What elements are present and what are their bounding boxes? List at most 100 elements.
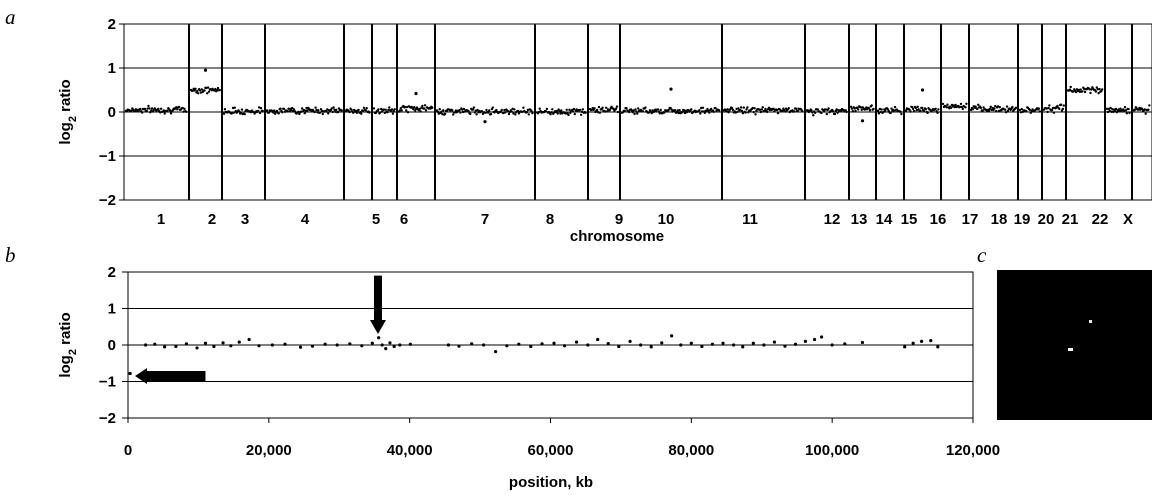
cn-point — [243, 112, 246, 116]
cn-point — [405, 109, 408, 112]
cn-point — [670, 108, 673, 111]
cn-point — [512, 112, 515, 115]
cn-point — [330, 107, 333, 110]
cn-point — [418, 107, 421, 111]
cn-point — [801, 110, 804, 113]
cn-point — [854, 109, 857, 113]
cn-point — [812, 114, 815, 117]
cn-point — [735, 107, 738, 111]
cn-point — [141, 111, 144, 114]
cn-point — [634, 108, 637, 111]
probe-point — [408, 342, 412, 346]
probe-point — [283, 342, 287, 346]
cn-point — [698, 109, 701, 112]
probe-point — [903, 345, 907, 349]
down-arrow — [369, 275, 386, 335]
cn-point — [327, 112, 330, 115]
cn-point — [151, 110, 155, 113]
cn-point — [181, 106, 184, 110]
cn-point — [290, 109, 293, 112]
cn-point — [676, 109, 679, 112]
cn-point — [391, 112, 395, 115]
cn-point — [487, 111, 490, 114]
cn-point — [1048, 104, 1051, 107]
cn-point — [946, 103, 949, 106]
cn-point — [469, 112, 472, 116]
cn-point — [1025, 110, 1028, 113]
cn-point — [419, 110, 422, 113]
cn-point — [475, 113, 478, 116]
cn-point — [150, 107, 154, 110]
cn-point — [1113, 109, 1117, 113]
cn-point — [631, 111, 634, 114]
cn-point — [1019, 111, 1023, 114]
probe-point — [348, 342, 352, 346]
cn-point — [1004, 111, 1008, 114]
cn-point — [441, 113, 444, 116]
probe-point — [751, 341, 755, 345]
cn-point — [1074, 90, 1078, 94]
cn-point — [265, 109, 269, 112]
cn-point — [317, 109, 320, 112]
cn-point — [1028, 108, 1032, 112]
cn-point — [272, 111, 275, 114]
probe-point — [247, 337, 251, 342]
cn-point — [734, 111, 737, 114]
cn-point — [934, 107, 937, 111]
cn-point — [909, 110, 912, 113]
y-tick-b: 2 — [108, 264, 116, 281]
cn-point — [139, 107, 142, 111]
chromosome-plot-y-title: log2 ratio — [57, 79, 79, 144]
probe-point — [392, 344, 396, 349]
cn-point — [952, 104, 955, 107]
cn-point — [332, 106, 335, 109]
x-tick-a: 20 — [1038, 211, 1055, 228]
cn-point — [348, 110, 351, 114]
cn-point — [824, 108, 828, 111]
cn-point — [740, 109, 744, 113]
cn-point — [767, 106, 771, 110]
cn-point — [166, 109, 169, 112]
cn-point — [555, 109, 558, 113]
cn-point — [961, 107, 964, 111]
cn-point — [315, 108, 318, 112]
cn-point — [976, 107, 979, 111]
cn-point — [560, 109, 563, 112]
cn-point — [287, 107, 290, 110]
cn-point — [1052, 111, 1056, 114]
cn-point — [663, 111, 666, 114]
x-tick-a: 5 — [372, 211, 380, 228]
cn-point — [159, 107, 163, 111]
cn-point — [776, 111, 780, 115]
cn-point — [840, 109, 843, 113]
cn-point — [612, 107, 615, 110]
cn-point — [472, 106, 476, 109]
cn-point — [354, 109, 358, 113]
cn-point — [572, 107, 576, 111]
cn-point — [810, 109, 813, 112]
probe-point — [586, 343, 590, 347]
position-plot: 2 1 0 −1 −2 0 20,000 40,000 60,000 80,000 100,000… — [57, 264, 1000, 491]
position-plot-x-ticks: 0 20,000 40,000 60,000 80,000 100,000 120,000 — [124, 418, 1000, 459]
cn-point — [511, 107, 514, 111]
probe-point — [370, 341, 374, 345]
cn-point — [1037, 107, 1041, 110]
cn-point — [558, 109, 561, 113]
probe-point — [936, 345, 940, 349]
cn-point — [1127, 107, 1130, 111]
cn-point — [559, 112, 562, 115]
probe-point — [298, 345, 303, 349]
cn-point — [292, 108, 296, 111]
cn-point — [922, 109, 926, 112]
cn-point — [633, 112, 636, 116]
cn-point — [569, 111, 572, 115]
cn-point — [859, 106, 863, 109]
cn-point — [239, 112, 243, 115]
cn-point — [436, 110, 440, 114]
cn-point — [1101, 88, 1104, 91]
cn-point — [706, 107, 709, 111]
cn-point — [836, 111, 839, 114]
cn-point — [300, 107, 304, 110]
cn-point — [726, 108, 729, 111]
x-tick-a: 17 — [962, 211, 979, 228]
